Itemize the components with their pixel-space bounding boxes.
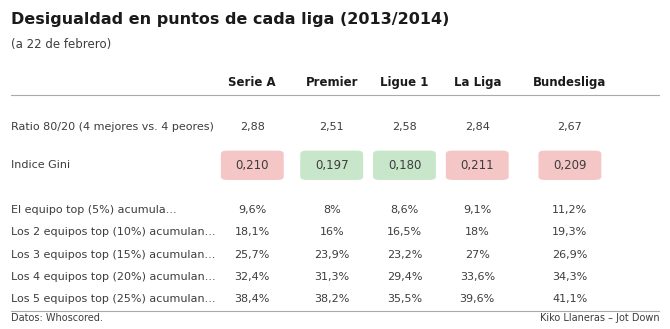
Text: 41,1%: 41,1% — [552, 294, 588, 304]
Text: 19,3%: 19,3% — [552, 227, 588, 237]
FancyBboxPatch shape — [300, 151, 363, 180]
FancyBboxPatch shape — [221, 151, 283, 180]
Text: 2,84: 2,84 — [465, 122, 490, 132]
Text: 0,180: 0,180 — [388, 159, 421, 172]
Text: 26,9%: 26,9% — [552, 250, 588, 260]
Text: 16,5%: 16,5% — [387, 227, 422, 237]
Text: 9,6%: 9,6% — [238, 205, 267, 215]
Text: 0,210: 0,210 — [236, 159, 269, 172]
Text: 0,197: 0,197 — [315, 159, 348, 172]
Text: Indice Gini: Indice Gini — [11, 160, 70, 170]
Text: 38,2%: 38,2% — [314, 294, 349, 304]
Text: 2,88: 2,88 — [240, 122, 265, 132]
Text: Ratio 80/20 (4 mejores vs. 4 peores): Ratio 80/20 (4 mejores vs. 4 peores) — [11, 122, 214, 132]
Text: Los 4 equipos top (20%) acumulan...: Los 4 equipos top (20%) acumulan... — [11, 272, 216, 282]
Text: 23,9%: 23,9% — [314, 250, 349, 260]
Text: 2,51: 2,51 — [320, 122, 344, 132]
Text: Datos: Whoscored.: Datos: Whoscored. — [11, 313, 103, 323]
Text: 27%: 27% — [465, 250, 490, 260]
Text: 0,209: 0,209 — [553, 159, 587, 172]
Text: Bundesliga: Bundesliga — [533, 76, 606, 89]
Text: 31,3%: 31,3% — [314, 272, 349, 282]
Text: 23,2%: 23,2% — [387, 250, 422, 260]
Text: 16%: 16% — [320, 227, 344, 237]
Text: 35,5%: 35,5% — [387, 294, 422, 304]
Text: 34,3%: 34,3% — [552, 272, 588, 282]
Text: Los 2 equipos top (10%) acumulan...: Los 2 equipos top (10%) acumulan... — [11, 227, 215, 237]
Text: 0,211: 0,211 — [460, 159, 494, 172]
Text: Kiko Llaneras – Jot Down: Kiko Llaneras – Jot Down — [539, 313, 659, 323]
Text: 2,67: 2,67 — [557, 122, 582, 132]
Text: Serie A: Serie A — [228, 76, 276, 89]
Text: 18,1%: 18,1% — [234, 227, 270, 237]
Text: 25,7%: 25,7% — [234, 250, 270, 260]
Text: 29,4%: 29,4% — [387, 272, 422, 282]
Text: Ligue 1: Ligue 1 — [381, 76, 429, 89]
Text: Premier: Premier — [306, 76, 358, 89]
Text: 2,58: 2,58 — [392, 122, 417, 132]
FancyBboxPatch shape — [539, 151, 601, 180]
Text: (a 22 de febrero): (a 22 de febrero) — [11, 38, 111, 51]
Text: Los 5 equipos top (25%) acumulan...: Los 5 equipos top (25%) acumulan... — [11, 294, 215, 304]
Text: 9,1%: 9,1% — [463, 205, 491, 215]
Text: 32,4%: 32,4% — [234, 272, 270, 282]
FancyBboxPatch shape — [373, 151, 436, 180]
Text: 11,2%: 11,2% — [552, 205, 588, 215]
Text: 39,6%: 39,6% — [460, 294, 495, 304]
Text: 38,4%: 38,4% — [234, 294, 270, 304]
Text: 18%: 18% — [465, 227, 490, 237]
Text: La Liga: La Liga — [454, 76, 501, 89]
Text: El equipo top (5%) acumula...: El equipo top (5%) acumula... — [11, 205, 176, 215]
Text: Desigualdad en puntos de cada liga (2013/2014): Desigualdad en puntos de cada liga (2013… — [11, 12, 449, 27]
Text: 8,6%: 8,6% — [391, 205, 419, 215]
Text: Los 3 equipos top (15%) acumulan...: Los 3 equipos top (15%) acumulan... — [11, 250, 215, 260]
FancyBboxPatch shape — [446, 151, 509, 180]
Text: 33,6%: 33,6% — [460, 272, 495, 282]
Text: 8%: 8% — [323, 205, 340, 215]
